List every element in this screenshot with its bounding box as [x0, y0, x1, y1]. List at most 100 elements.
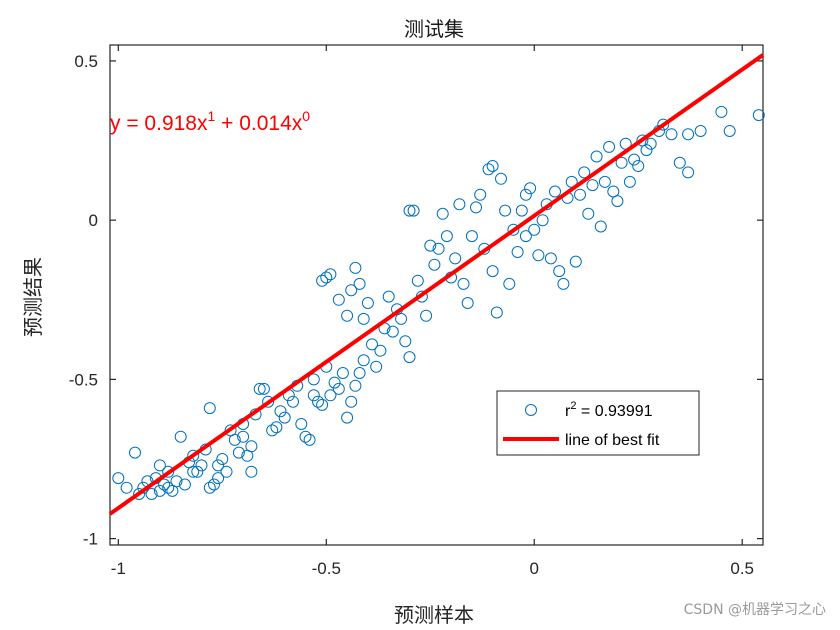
- data-point: [519, 188, 532, 201]
- data-point: [470, 201, 482, 214]
- data-point: [611, 195, 624, 208]
- legend-label-fit: line of best fit: [565, 432, 660, 449]
- data-point: [341, 309, 354, 322]
- data-point: [178, 478, 191, 491]
- data-point: [324, 389, 337, 402]
- data-point: [245, 440, 258, 453]
- data-point: [582, 207, 595, 220]
- data-point: [553, 265, 566, 278]
- data-point: [536, 214, 549, 227]
- data-point: [495, 172, 507, 185]
- data-point: [162, 465, 175, 478]
- data-point: [411, 274, 424, 287]
- data-point: [341, 411, 354, 424]
- data-point: [287, 395, 299, 408]
- data-point: [403, 351, 416, 364]
- data-point: [203, 481, 216, 494]
- data-point: [578, 166, 591, 179]
- data-point: [420, 309, 433, 322]
- data-point: [403, 204, 416, 217]
- data-point: [212, 459, 225, 472]
- legend-marker-points: [525, 404, 537, 416]
- data-point: [574, 188, 586, 201]
- data-point: [449, 252, 462, 265]
- data-point: [332, 382, 345, 395]
- data-point: [465, 230, 478, 243]
- data-point: [170, 475, 183, 488]
- data-point: [524, 182, 537, 195]
- data-point: [187, 465, 200, 478]
- data-point: [366, 338, 378, 351]
- data-point: [316, 274, 329, 287]
- data-point: [386, 325, 399, 338]
- data-point: [203, 402, 216, 415]
- x-tick-labels: -1 -0.5 0 0.5: [111, 559, 754, 578]
- axis-ticks: [110, 45, 763, 545]
- data-point: [436, 207, 449, 220]
- data-point: [228, 433, 241, 446]
- data-point: [307, 373, 320, 386]
- data-point: [245, 465, 258, 478]
- legend-label-r2: r2 = 0.93991: [565, 400, 653, 420]
- data-point: [715, 105, 728, 118]
- data-point: [440, 230, 453, 243]
- data-point: [673, 156, 686, 169]
- data-point: [482, 163, 495, 176]
- data-point: [590, 150, 603, 163]
- data-point: [399, 335, 412, 348]
- data-point: [232, 446, 245, 459]
- data-point: [461, 297, 474, 309]
- data-point: [278, 411, 291, 424]
- data-point: [274, 405, 287, 418]
- data-point: [120, 481, 133, 494]
- legend-box: [496, 390, 700, 456]
- chart-title: 测试集: [404, 17, 464, 41]
- data-point: [382, 290, 395, 303]
- x-tick-label: 0: [530, 559, 539, 578]
- data-point: [490, 306, 503, 319]
- data-point: [374, 344, 387, 357]
- x-tick-label: -0.5: [312, 559, 341, 578]
- data-point: [328, 376, 341, 389]
- data-point: [129, 446, 141, 459]
- data-point: [457, 277, 470, 290]
- y-tick-label: -1: [83, 530, 98, 549]
- data-point: [528, 223, 541, 236]
- data-point: [603, 140, 616, 153]
- y-tick-label: -0.5: [69, 370, 98, 389]
- data-point: [191, 465, 204, 478]
- data-point: [507, 223, 520, 236]
- data-point: [665, 128, 678, 141]
- data-point: [432, 242, 445, 255]
- data-point: [594, 220, 607, 233]
- data-point: [253, 382, 266, 395]
- data-point: [312, 395, 324, 408]
- data-point: [162, 481, 175, 494]
- data-point: [145, 488, 158, 500]
- data-point: [511, 246, 524, 258]
- legend: r2 = 0.93991 line of best fit: [496, 390, 700, 456]
- data-point: [657, 118, 670, 131]
- data-point: [644, 137, 657, 150]
- data-point: [270, 421, 283, 434]
- data-point: [158, 478, 171, 491]
- data-point: [212, 472, 225, 485]
- data-point: [569, 255, 582, 268]
- data-point: [345, 284, 358, 297]
- y-tick-label: 0: [89, 211, 98, 230]
- data-point: [586, 179, 599, 192]
- data-point: [428, 258, 441, 271]
- data-point: [195, 459, 208, 472]
- data-point: [349, 261, 362, 274]
- data-point: [424, 239, 437, 252]
- data-point: [486, 160, 499, 172]
- data-point: [598, 175, 611, 188]
- data-point: [694, 125, 707, 137]
- data-point: [299, 430, 312, 443]
- data-point: [474, 188, 487, 201]
- data-point: [316, 398, 329, 411]
- data-point: [307, 389, 320, 402]
- data-point: [515, 204, 528, 217]
- data-point: [336, 367, 349, 379]
